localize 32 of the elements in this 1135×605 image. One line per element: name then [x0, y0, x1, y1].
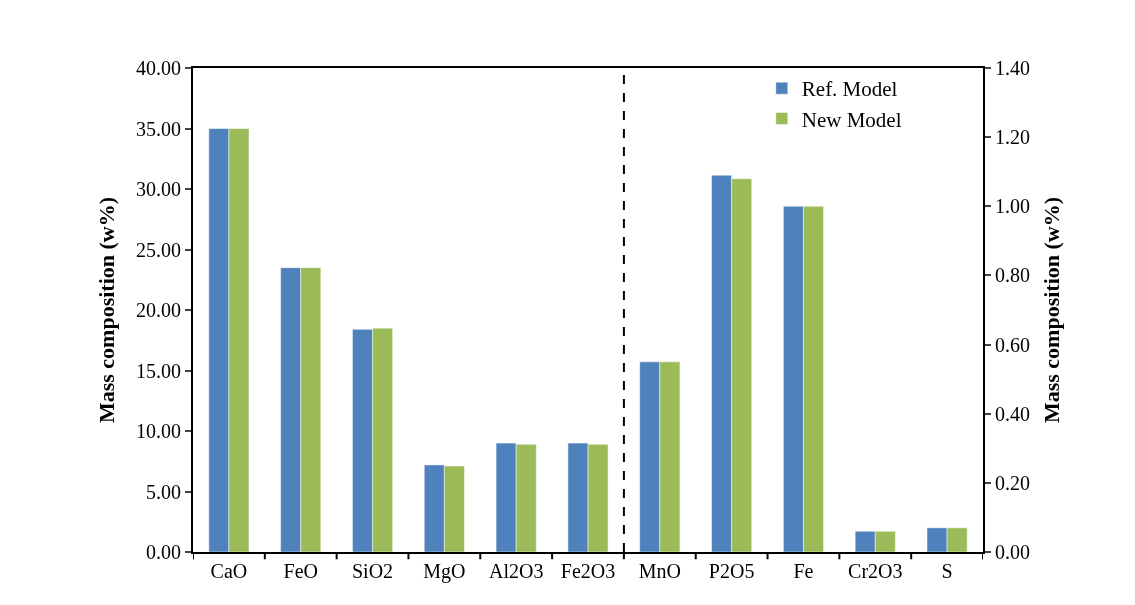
y-axis-title: Mass composition (w%): [94, 196, 120, 424]
y2-tick-label: 1.40: [995, 57, 1030, 79]
x-tick-label: Fe: [793, 560, 814, 582]
y2-axis-title: Mass composition (w%): [1039, 196, 1065, 424]
y-tick-label: 20.00: [136, 299, 181, 321]
x-tick-label: Fe2O3: [560, 560, 616, 582]
y2-tick-label: 0.60: [995, 333, 1030, 356]
y-tick-label: 30.00: [136, 178, 181, 200]
y2-tick-label: 0.20: [995, 471, 1030, 494]
y-tick-label: 0.00: [146, 541, 181, 563]
x-tick-label: CaO: [210, 560, 248, 582]
x-tick-label: Al2O3: [488, 560, 544, 582]
x-tick-label: MgO: [423, 560, 466, 583]
y2-tick-label: 1.20: [995, 126, 1030, 149]
y2-tick-label: 0.00: [995, 541, 1030, 563]
x-tick-label: MnO: [638, 560, 681, 582]
x-tick-label: FeO: [283, 560, 318, 582]
y2-tick-label: 0.40: [995, 402, 1030, 425]
x-tick-label: Cr2O3: [848, 560, 903, 582]
y-tick-label: 25.00: [136, 238, 181, 261]
legend-label: New Model: [801, 107, 902, 132]
x-tick-label: S: [941, 560, 953, 582]
y-tick-label: 40.00: [136, 57, 181, 79]
x-tick-label: P2O5: [708, 560, 755, 582]
y-tick-label: 35.00: [136, 117, 181, 140]
y-tick-label: 5.00: [146, 480, 181, 503]
y-tick-label: 15.00: [136, 359, 181, 382]
legend-label: Ref. Model: [801, 77, 898, 102]
y2-tick-label: 1.00: [995, 195, 1030, 218]
y2-tick-label: 0.80: [995, 264, 1030, 287]
x-tick-label: SiO2: [351, 560, 394, 582]
y-tick-label: 10.00: [136, 420, 181, 442]
